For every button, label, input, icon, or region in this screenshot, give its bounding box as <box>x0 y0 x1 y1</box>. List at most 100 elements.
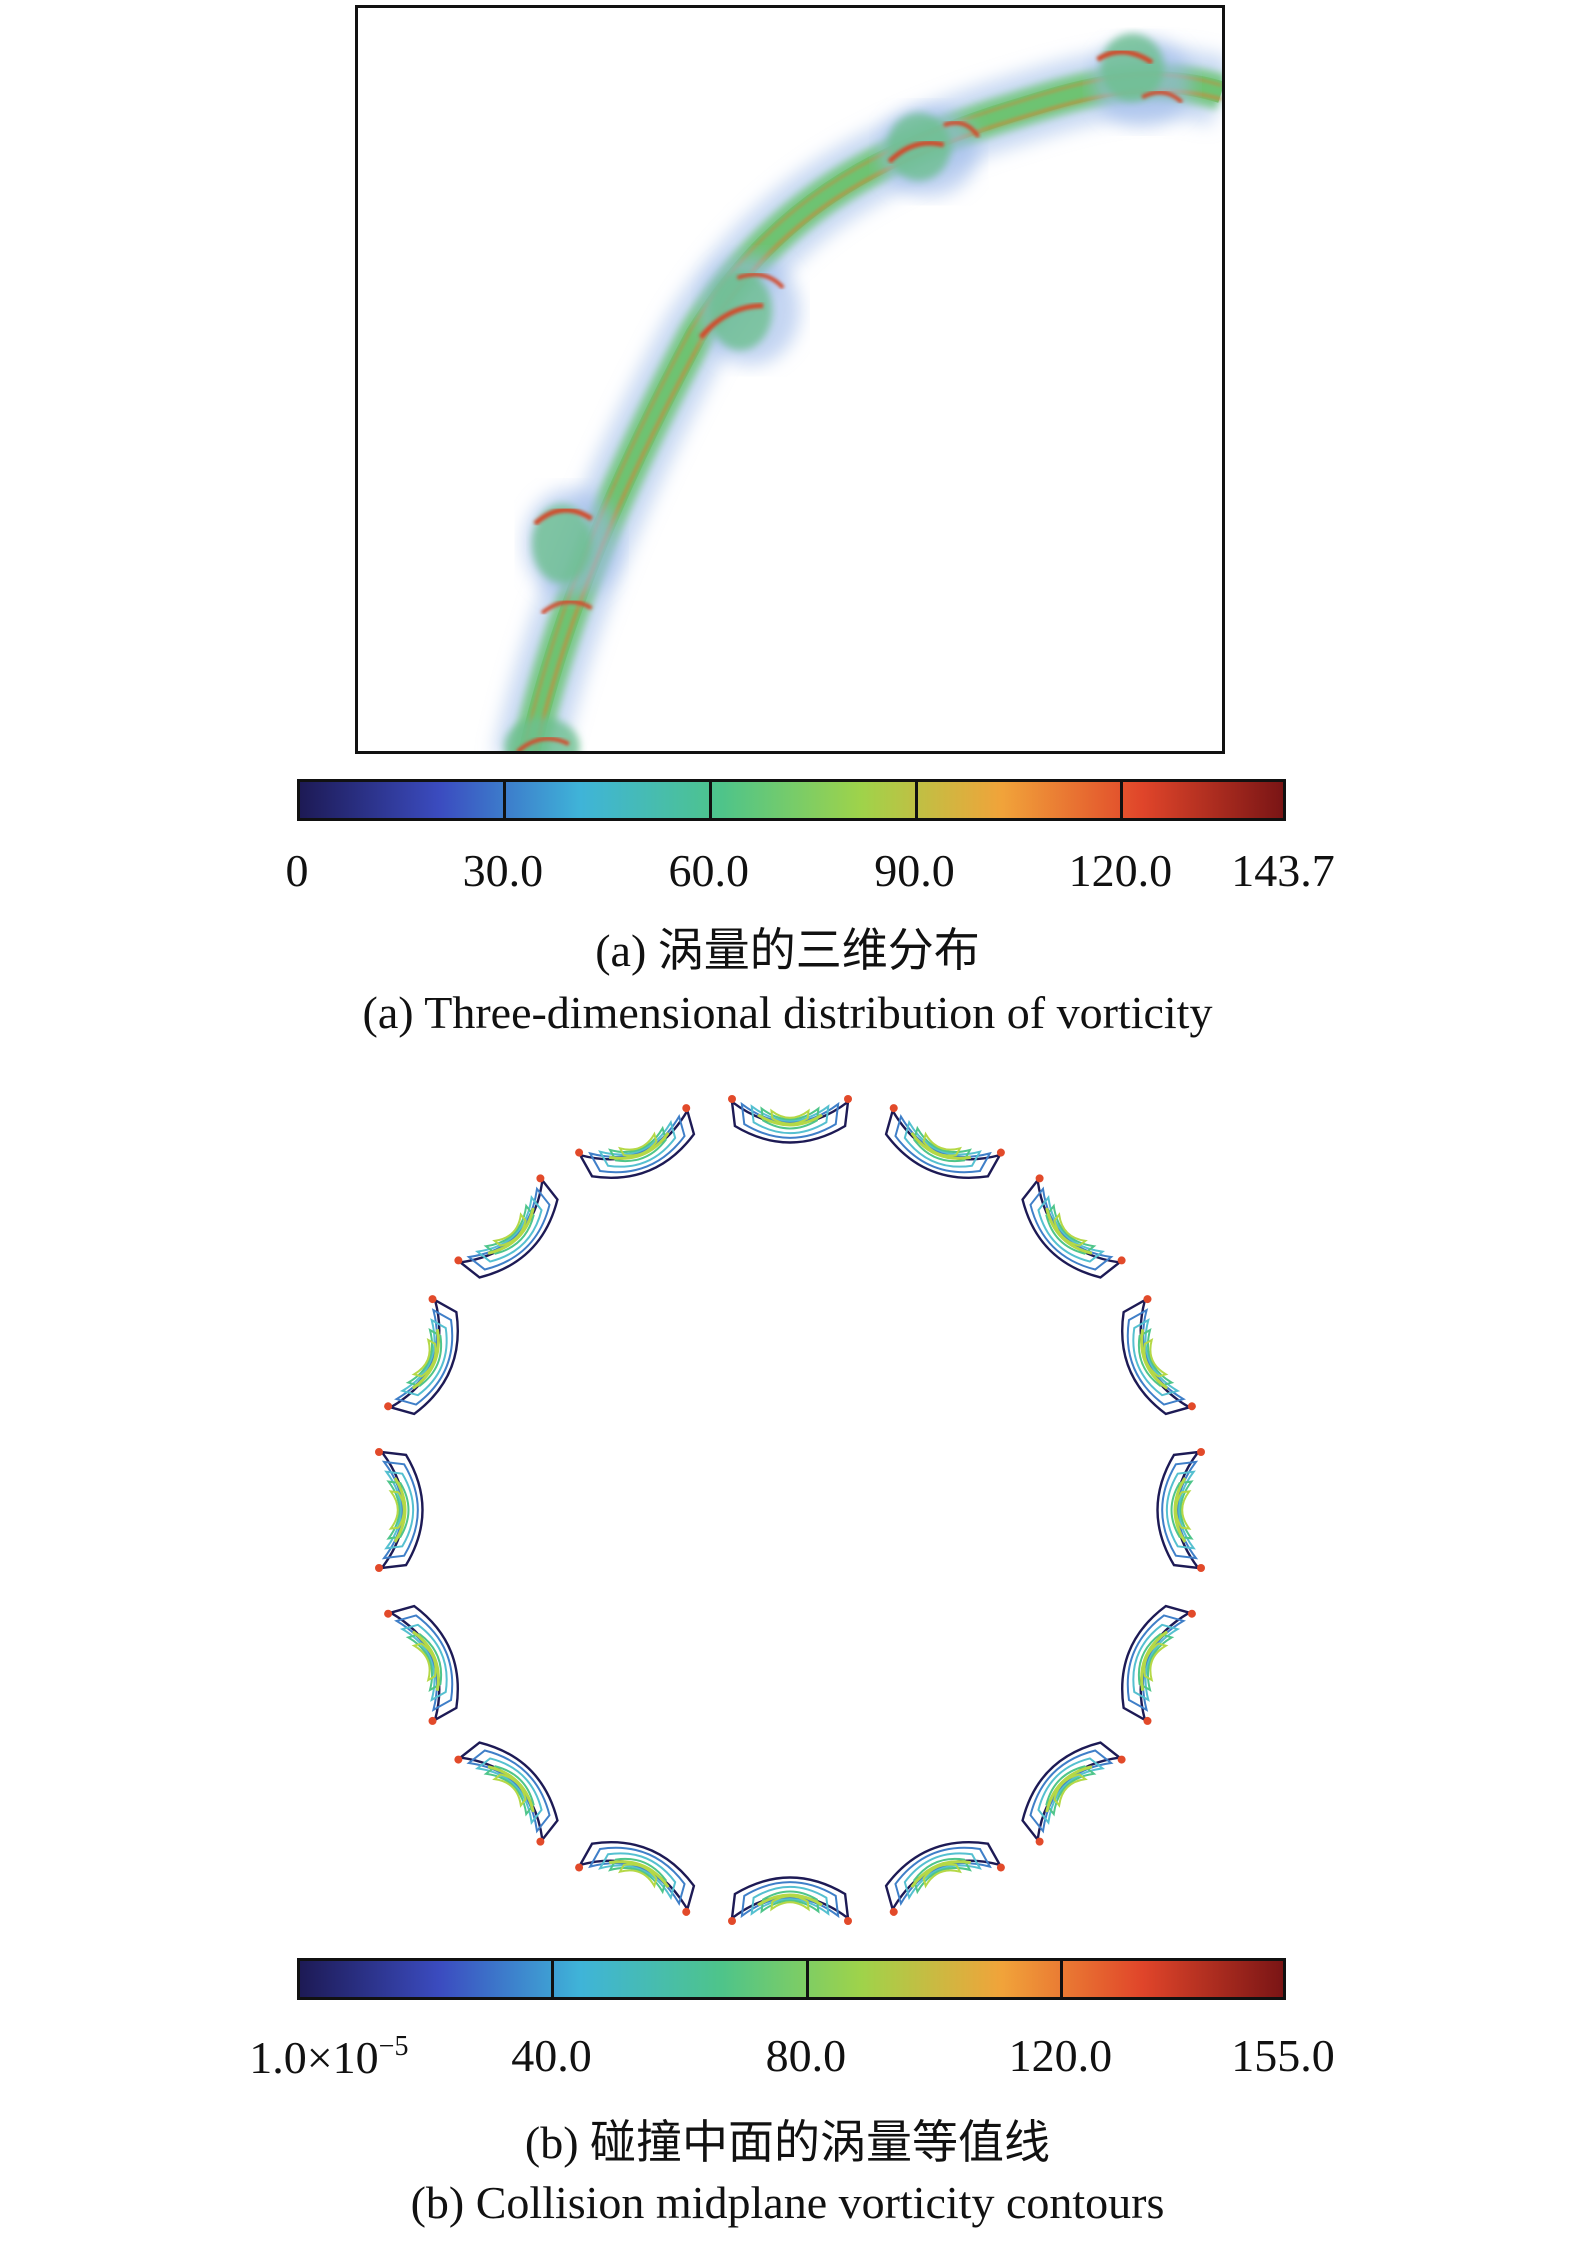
contour-peak <box>1187 1609 1196 1618</box>
contour-line <box>922 1131 962 1157</box>
contour-core <box>487 1207 535 1255</box>
contour-peak <box>682 1104 691 1113</box>
contour-line <box>405 1328 443 1387</box>
contour-line <box>411 1642 437 1682</box>
vortex-cross-section <box>1156 1448 1205 1572</box>
contour-peak <box>996 1148 1005 1157</box>
caption-b-en: (b) Collision midplane vorticity contour… <box>410 2177 1165 2228</box>
contour-peak <box>996 1863 1005 1872</box>
colorbar-tick <box>708 795 712 821</box>
contour-peak <box>428 1716 437 1725</box>
colorbar-tick <box>1120 795 1124 821</box>
contour-line <box>483 1765 535 1817</box>
colorbar-tick <box>805 1958 809 1984</box>
contour-line <box>405 1633 443 1692</box>
contour-peak <box>375 1564 383 1572</box>
vorticity-contour-plot <box>375 1095 1205 1925</box>
caption-a-cn: (a) 涡量的三维分布 <box>595 925 980 976</box>
contour-peak <box>728 1095 736 1103</box>
colorbar-tick <box>1120 779 1124 805</box>
colorbar-tick <box>708 779 712 805</box>
contour-peak <box>375 1448 383 1456</box>
colorbar-tick-label: 40.0 <box>511 2030 592 2081</box>
vortex-cross-section <box>884 1841 1005 1916</box>
contour-line <box>492 1212 527 1247</box>
contour-peak <box>575 1863 584 1872</box>
vortex-cross-section <box>1021 1174 1126 1279</box>
contour-peak <box>428 1295 437 1304</box>
contour-peak <box>889 1907 898 1916</box>
contour-line <box>1137 1633 1175 1692</box>
contour-line <box>913 1857 972 1895</box>
contour-peak <box>1117 1755 1126 1764</box>
caption-b-cn: (b) 碰撞中面的涡量等值线 <box>524 2117 1051 2168</box>
contour-peak <box>728 1917 736 1925</box>
vortex-cross-section <box>1021 1741 1126 1846</box>
colorbar-tick-label: 155.0 <box>1231 2030 1335 2081</box>
contour-line <box>1175 1490 1192 1530</box>
vortex-cross-section <box>575 1104 696 1179</box>
contour-peak <box>384 1609 393 1618</box>
contour-peak <box>889 1104 898 1113</box>
contour-peak <box>536 1837 545 1846</box>
contour-line <box>1037 1757 1105 1825</box>
contour-line <box>492 1773 527 1808</box>
contour-line <box>1045 1765 1097 1817</box>
contour-line <box>399 1623 448 1702</box>
contour-line <box>1045 1203 1097 1255</box>
contour-line <box>475 1757 543 1825</box>
contour-line <box>384 1470 415 1550</box>
contour-line <box>903 1119 982 1168</box>
contour-line <box>1132 1623 1181 1702</box>
contour-peak <box>1035 1174 1044 1183</box>
contour-core <box>1045 1765 1093 1813</box>
vortex-cross-section <box>728 1095 852 1144</box>
vortex-knots <box>504 33 1192 751</box>
contour-peak <box>1143 1716 1152 1725</box>
contour-line <box>483 1203 535 1255</box>
colorbar-tick-label: 60.0 <box>668 845 749 896</box>
contour-core <box>487 1765 535 1813</box>
contour-line <box>608 1125 667 1163</box>
colorbar-tick <box>502 779 506 805</box>
contour-peak <box>1143 1295 1152 1304</box>
colorbar-tick-label: 1.0×10−5 <box>249 2031 409 2083</box>
contour-core <box>757 1113 823 1127</box>
contour-core <box>1173 1477 1187 1543</box>
caption-a-en: (a) Three-dimensional distribution of vo… <box>362 987 1213 1038</box>
contour-core <box>608 1131 670 1160</box>
contour-peak <box>454 1256 463 1265</box>
contour-core <box>910 1860 972 1889</box>
colorbar-tick <box>914 779 918 805</box>
contour-line <box>760 1890 820 1914</box>
colorbar-tick-label: 30.0 <box>462 845 544 896</box>
contour-peak <box>384 1402 393 1411</box>
contour-peak <box>682 1907 691 1916</box>
contour-line <box>618 1863 658 1889</box>
contour-line <box>1037 1195 1105 1263</box>
colorbar-b <box>297 1958 1286 2000</box>
contour-line <box>618 1131 658 1157</box>
contour-line <box>760 1106 820 1130</box>
contour-line <box>399 1318 448 1397</box>
vortex-cross-section <box>384 1604 459 1725</box>
contour-core <box>411 1630 440 1692</box>
colorbar-tick <box>914 795 918 821</box>
colorbar-tick-label: 120.0 <box>1068 845 1173 896</box>
contour-peak <box>1197 1448 1205 1456</box>
contour-peak <box>454 1755 463 1764</box>
contour-peak <box>844 1095 852 1103</box>
vortex-cross-section <box>454 1174 559 1279</box>
contour-line <box>1053 1773 1088 1808</box>
colorbar-tick <box>1060 1958 1064 1984</box>
contour-peak <box>1197 1564 1205 1572</box>
colorbar-tick <box>551 1958 555 1984</box>
contour-line <box>1170 1480 1194 1540</box>
contour-peak <box>536 1174 545 1183</box>
contour-line <box>411 1338 437 1378</box>
contour-line <box>1165 1470 1196 1550</box>
contour-line <box>922 1863 962 1889</box>
contour-core <box>757 1893 823 1907</box>
contour-core <box>393 1477 407 1543</box>
contour-core <box>910 1131 972 1160</box>
